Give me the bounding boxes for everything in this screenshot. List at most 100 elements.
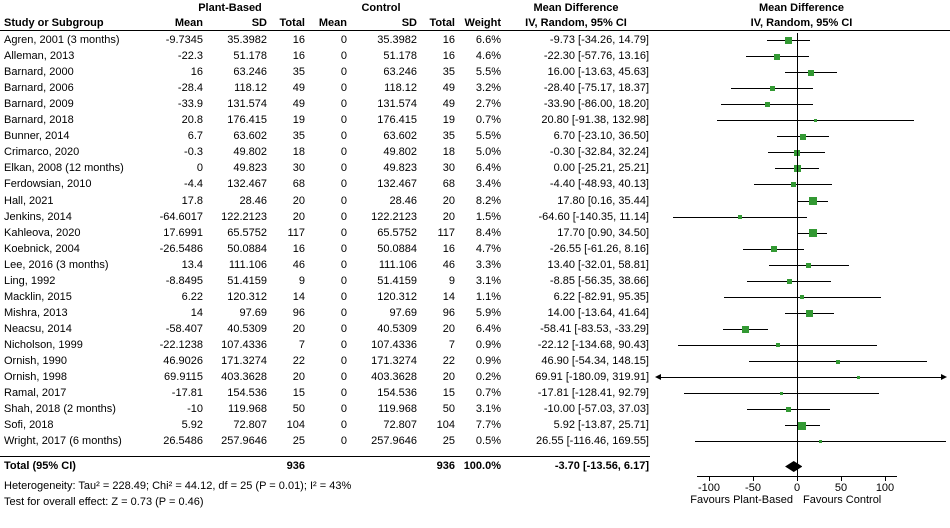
study-row: Bunner, 2014 6.7 63.602 35 0 63.602 35 5.5% 6.70…: [0, 129, 950, 145]
effect-marker: [798, 421, 807, 430]
weight-value: 5.5%: [475, 66, 501, 79]
plant-mean: 5.92: [181, 419, 203, 432]
weight-value: 6.4%: [475, 162, 501, 175]
plant-mean: -9.7345: [165, 34, 203, 46]
control-sd: 131.574: [377, 98, 417, 111]
plant-total: 7: [298, 338, 305, 351]
plant-sd: 122.2123: [221, 210, 267, 223]
md-ci-text: -22.30 [-57.76, 13.16]: [543, 50, 649, 63]
md-ci-text: -58.41 [-83.53, -33.29]: [540, 322, 649, 335]
md-ci-text: 26.55 [-116.46, 169.55]: [536, 435, 649, 448]
plant-total: 25: [292, 435, 305, 448]
weight-value: 7.7%: [475, 419, 501, 432]
control-sd: 28.46: [389, 194, 417, 207]
plant-sd: 51.178: [233, 50, 267, 63]
control-mean: 0: [340, 274, 347, 287]
control-sd: 107.4336: [371, 338, 417, 351]
effect-marker: [769, 86, 775, 92]
plant-mean: -22.3: [177, 50, 203, 63]
effect-marker: [805, 309, 813, 317]
plant-mean: 46.9026: [163, 355, 203, 367]
total-row: Total (95% CI) 936 936 100.0% -3.70 [-13…: [0, 459, 950, 475]
plant-mean: 20.8: [181, 114, 203, 127]
control-mean: 0: [340, 371, 347, 384]
weight-value: 3.1%: [475, 403, 501, 416]
plant-total: 15: [292, 387, 305, 400]
effect-marker: [785, 407, 791, 413]
study-row: Barnard, 2009 -33.9 131.574 49 0 131.574 49 2.7…: [0, 97, 950, 113]
md-ci-text: 6.70 [-23.10, 36.50]: [553, 130, 649, 143]
md-ci-text: 17.70 [0.90, 34.50]: [557, 226, 649, 239]
control-sd: 65.5752: [377, 226, 417, 239]
weight-value: 0.2%: [475, 371, 501, 384]
study-row: Mishra, 2013 14 97.69 96 0 97.69 96 5.9% 14.00 […: [0, 306, 950, 322]
study-row: Ferdowsian, 2010 -4.4 132.467 68 0 132.467 68 3…: [0, 177, 950, 193]
control-sd: 63.602: [383, 130, 417, 143]
md-ci-text: 69.91 [-180.09, 319.91]: [535, 371, 649, 384]
control-total: 104: [436, 419, 455, 432]
plant-mean: -58.407: [165, 322, 203, 335]
weight-value: 1.5%: [475, 210, 501, 223]
study-label: Alleman, 2013: [4, 50, 75, 63]
weight-header: Weight: [464, 17, 501, 29]
effect-marker: [857, 376, 861, 380]
control-mean: 0: [340, 114, 347, 127]
total-plant-n: 936: [286, 460, 305, 472]
control-mean: 0: [340, 130, 347, 143]
weight-value: 4.7%: [475, 242, 501, 255]
study-row: Jenkins, 2014 -64.6017 122.2123 20 0 122.2123…: [0, 210, 950, 226]
study-row: Sofi, 2018 5.92 72.807 104 0 72.807 104 7.7% 5.9…: [0, 418, 950, 434]
study-row: Koebnick, 2004 -26.5486 50.0884 16 0 50.0884 1…: [0, 242, 950, 258]
control-sd: 122.2123: [371, 210, 417, 223]
control-total: 7: [448, 338, 455, 351]
ci-arrow-left: [655, 374, 661, 381]
control-sd: 257.9646: [371, 435, 417, 448]
plant-sd: 107.4336: [221, 338, 267, 351]
effect-marker: [813, 119, 817, 123]
study-row: Macklin, 2015 6.22 120.312 14 0 120.312 14 1.1%…: [0, 290, 950, 306]
plant-sd: 111.106: [228, 258, 267, 271]
weight-value: 0.5%: [475, 435, 501, 448]
plant-sd: 51.4159: [227, 274, 267, 287]
control-total: 20: [442, 194, 455, 207]
plant-total: 18: [292, 146, 305, 159]
plant-mean: 13.4: [181, 258, 203, 271]
plant-sd: 40.5309: [227, 322, 267, 335]
plot-area: Favours Plant-Based Favours Control -100…: [653, 0, 950, 528]
favours-right-label: Favours Control: [803, 494, 882, 506]
total-divider: [0, 456, 650, 457]
control-sd: 72.807: [383, 419, 417, 432]
control-sd: 49.802: [383, 146, 417, 159]
total-diamond: [785, 461, 803, 472]
md-ci-text: 16.00 [-13.63, 45.63]: [547, 66, 649, 79]
control-total: 14: [442, 290, 455, 303]
plant-sd: 171.3274: [221, 355, 267, 367]
md-ci-text: -8.85 [-56.35, 38.66]: [549, 274, 649, 287]
plant-total: 22: [292, 355, 305, 367]
control-mean: 0: [340, 50, 347, 63]
weight-value: 0.9%: [475, 355, 501, 367]
weight-value: 8.2%: [475, 194, 501, 207]
plant-mean: 14: [190, 306, 203, 319]
heterogeneity-note: Heterogeneity: Tau² = 228.49; Chi² = 44.…: [4, 480, 352, 492]
study-label: Elkan, 2008 (12 months): [4, 162, 124, 175]
control-mean: 0: [340, 242, 347, 255]
md-ci-text: -17.81 [-128.41, 92.79]: [537, 387, 649, 400]
effect-marker: [800, 295, 805, 300]
effect-marker: [738, 215, 743, 220]
plant-total: 49: [292, 82, 305, 95]
plant-total: 49: [292, 98, 305, 111]
study-row: Elkan, 2008 (12 months) 0 49.823 30 0 49.823 3…: [0, 161, 950, 177]
study-row: Neacsu, 2014 -58.407 40.5309 20 0 40.5309 20 6.…: [0, 322, 950, 338]
control-sd: 132.467: [377, 178, 417, 191]
plant-mean: -28.4: [177, 82, 203, 95]
control-mean: 0: [340, 387, 347, 400]
plant-mean: 6.22: [181, 290, 203, 303]
effect-marker: [790, 182, 796, 188]
control-sd: 51.4159: [377, 274, 417, 287]
plant-mean: -10: [187, 403, 203, 416]
effect-marker: [784, 37, 792, 44]
axis-tick-label: 0: [793, 482, 801, 494]
study-label: Ramal, 2017: [4, 387, 67, 400]
effect-marker: [836, 359, 841, 364]
